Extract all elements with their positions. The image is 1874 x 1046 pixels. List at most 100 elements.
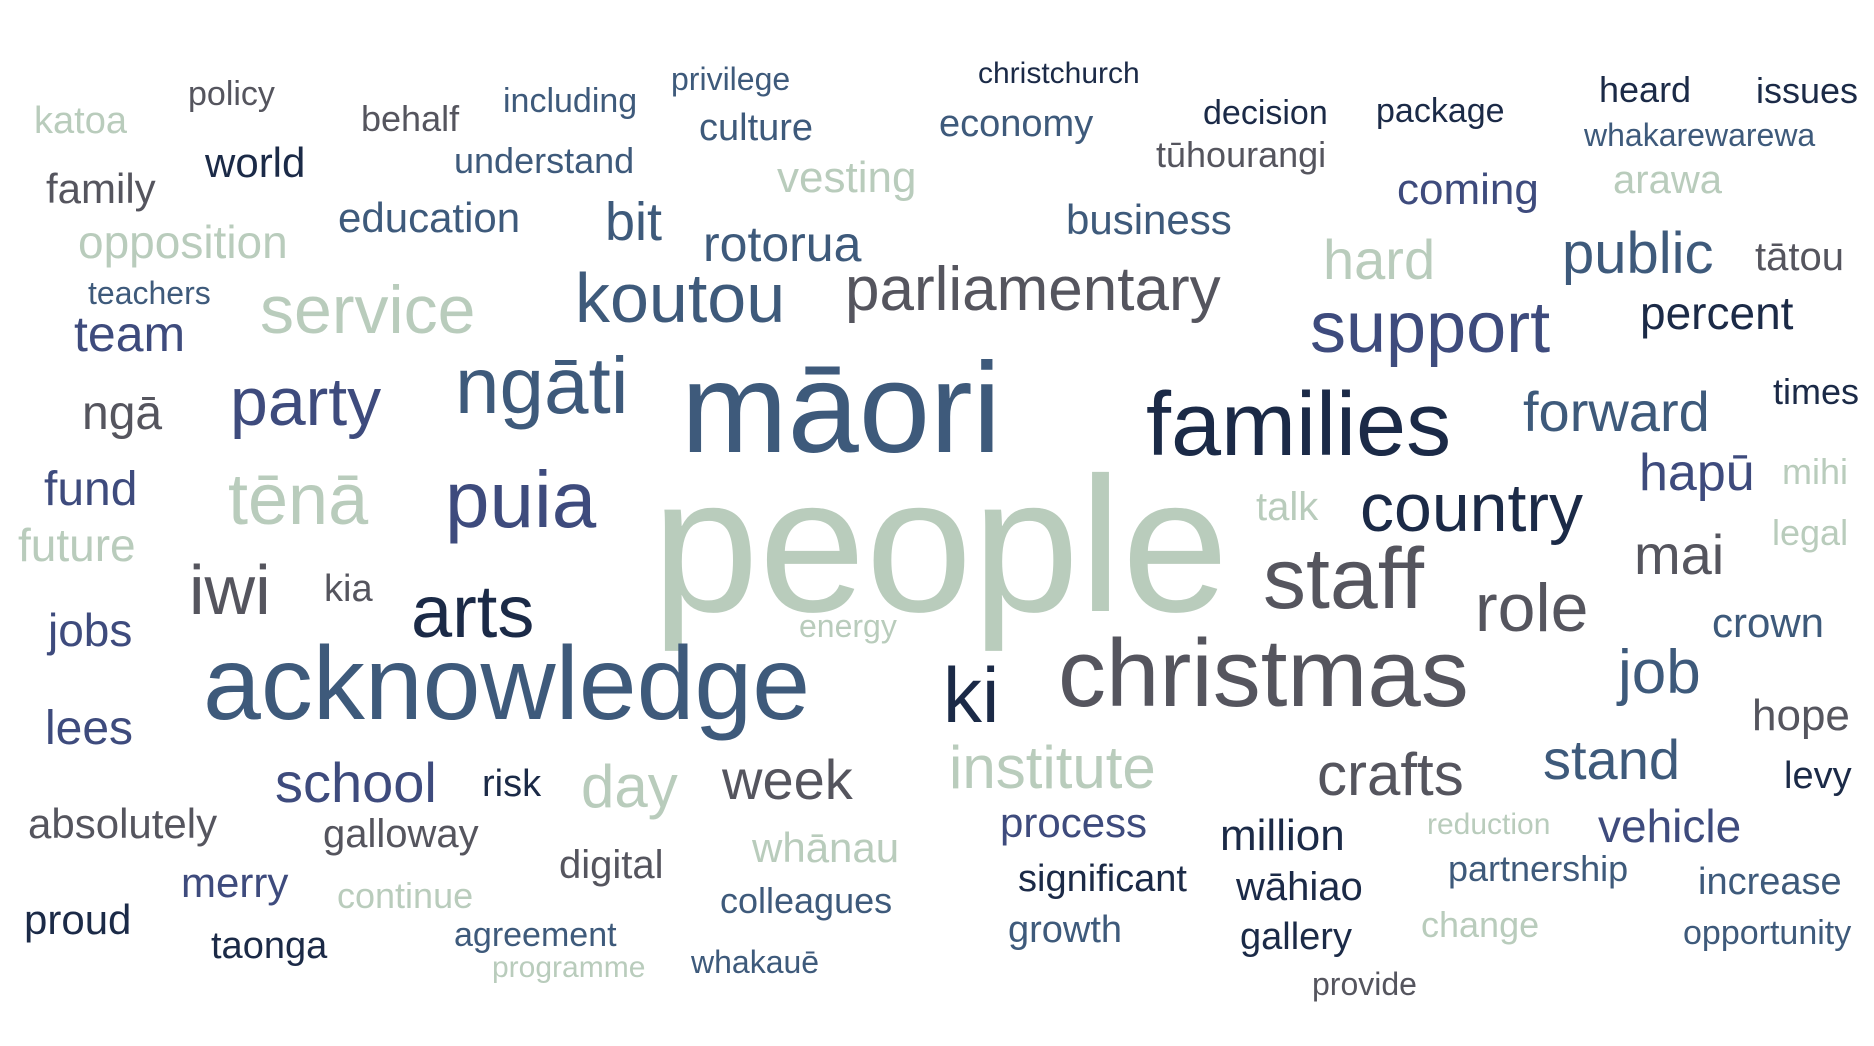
word-absolutely: absolutely bbox=[28, 800, 218, 847]
word-legal: legal bbox=[1772, 512, 1849, 553]
word-job: job bbox=[1618, 638, 1701, 707]
word-jobs: jobs bbox=[48, 604, 133, 656]
word-programme: programme bbox=[492, 951, 646, 984]
word-fund: fund bbox=[44, 463, 138, 516]
word-privilege: privilege bbox=[671, 61, 791, 97]
word-digital: digital bbox=[559, 843, 664, 887]
word-day: day bbox=[581, 753, 678, 820]
word-forward: forward bbox=[1523, 380, 1710, 443]
word-issues: issues bbox=[1756, 70, 1859, 111]
word-role: role bbox=[1475, 570, 1589, 646]
word-mai: mai bbox=[1634, 523, 1725, 586]
word-partnership: partnership bbox=[1448, 848, 1629, 889]
word-hard: hard bbox=[1323, 228, 1436, 291]
word-world: world bbox=[205, 139, 306, 186]
word-behalf: behalf bbox=[361, 98, 460, 139]
word-institute: institute bbox=[949, 734, 1156, 801]
word-galloway: galloway bbox=[323, 812, 479, 856]
word-increase: increase bbox=[1698, 861, 1842, 903]
word-economy: economy bbox=[939, 103, 1094, 145]
word-hapu: hapū bbox=[1639, 444, 1755, 502]
word-party: party bbox=[230, 364, 382, 440]
word-tatou: tātou bbox=[1755, 235, 1844, 279]
word-agreement: agreement bbox=[454, 916, 617, 954]
word-energy: energy bbox=[799, 608, 897, 644]
word-package: package bbox=[1376, 92, 1505, 130]
word-understand: understand bbox=[454, 140, 635, 181]
word-crafts: crafts bbox=[1317, 741, 1464, 808]
word-parliamentary: parliamentary bbox=[845, 255, 1221, 324]
word-nga: ngā bbox=[82, 387, 163, 440]
word-gallery: gallery bbox=[1240, 916, 1352, 958]
word-provide: provide bbox=[1312, 966, 1417, 1002]
word-whanau: whānau bbox=[752, 824, 900, 871]
word-times: times bbox=[1773, 371, 1860, 412]
word-iwi: iwi bbox=[189, 551, 271, 629]
word-future: future bbox=[18, 519, 136, 571]
word-proud: proud bbox=[24, 896, 132, 943]
word-taonga: taonga bbox=[211, 925, 328, 967]
word-continue: continue bbox=[337, 875, 474, 916]
word-heard: heard bbox=[1599, 69, 1692, 110]
word-families: families bbox=[1146, 375, 1452, 475]
word-arawa: arawa bbox=[1613, 158, 1722, 202]
word-christchurch: christchurch bbox=[978, 57, 1140, 90]
word-stand: stand bbox=[1543, 728, 1680, 791]
word-arts: arts bbox=[411, 570, 535, 653]
word-koutou: koutou bbox=[575, 259, 786, 337]
word-including: including bbox=[503, 82, 638, 120]
word-hope: hope bbox=[1752, 691, 1850, 740]
word-acknowledge: acknowledge bbox=[203, 626, 811, 742]
word-vehicle: vehicle bbox=[1598, 800, 1742, 852]
word-significant: significant bbox=[1018, 858, 1187, 900]
word-levy: levy bbox=[1784, 755, 1852, 797]
word-whakarewarewa: whakarewarewa bbox=[1584, 117, 1816, 153]
word-wahiao: wāhiao bbox=[1236, 865, 1363, 909]
word-maori: māori bbox=[681, 337, 1002, 480]
word-ki: ki bbox=[943, 651, 1000, 739]
word-million: million bbox=[1220, 811, 1345, 860]
word-policy: policy bbox=[188, 75, 275, 113]
word-culture: culture bbox=[699, 107, 814, 149]
word-rotorua: rotorua bbox=[703, 216, 862, 272]
word-puia: puia bbox=[445, 455, 597, 544]
word-crown: crown bbox=[1712, 599, 1825, 646]
word-ngati: ngāti bbox=[455, 341, 629, 430]
word-decision: decision bbox=[1203, 94, 1328, 132]
word-process: process bbox=[1000, 799, 1148, 846]
word-tena: tēnā bbox=[228, 460, 369, 540]
word-education: education bbox=[338, 194, 521, 241]
word-bit: bit bbox=[605, 192, 663, 252]
word-school: school bbox=[275, 751, 437, 814]
word-kia: kia bbox=[324, 568, 373, 610]
word-support: support bbox=[1310, 288, 1551, 368]
word-reduction: reduction bbox=[1427, 808, 1551, 841]
word-risk: risk bbox=[482, 763, 542, 805]
word-opposition: opposition bbox=[78, 216, 288, 268]
word-christmas: christmas bbox=[1058, 620, 1469, 727]
word-staff: staff bbox=[1263, 531, 1424, 627]
word-change: change bbox=[1421, 904, 1540, 945]
word-whakaue: whakauē bbox=[691, 944, 820, 980]
word-merry: merry bbox=[181, 859, 289, 906]
word-public: public bbox=[1562, 221, 1714, 286]
word-country: country bbox=[1360, 470, 1583, 546]
word-opportunity: opportunity bbox=[1683, 914, 1852, 952]
word-mihi: mihi bbox=[1782, 451, 1849, 492]
word-percent: percent bbox=[1640, 287, 1794, 339]
word-family: family bbox=[46, 165, 156, 212]
word-people: people bbox=[652, 437, 1229, 652]
word-service: service bbox=[260, 272, 476, 348]
word-business: business bbox=[1066, 196, 1232, 243]
word-katoa: katoa bbox=[34, 100, 127, 142]
word-talk: talk bbox=[1256, 485, 1319, 529]
word-lees: lees bbox=[45, 702, 134, 755]
word-tuhourangi: tūhourangi bbox=[1156, 134, 1327, 175]
word-coming: coming bbox=[1397, 165, 1539, 214]
word-week: week bbox=[722, 748, 853, 811]
word-vesting: vesting bbox=[777, 153, 917, 202]
word-team: team bbox=[74, 306, 186, 362]
word-teachers: teachers bbox=[88, 275, 211, 311]
word-growth: growth bbox=[1008, 909, 1123, 951]
